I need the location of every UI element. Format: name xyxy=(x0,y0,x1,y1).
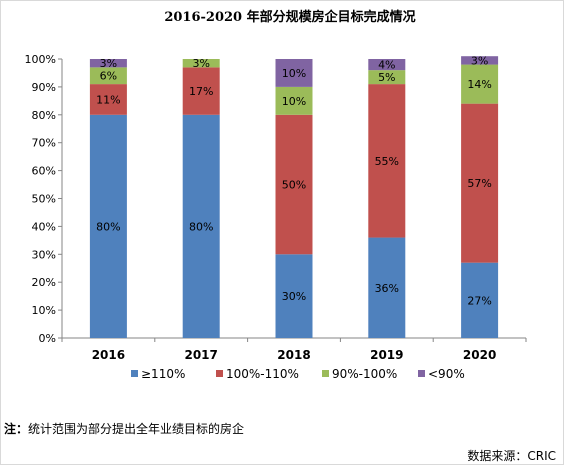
data-label: 10% xyxy=(282,95,306,108)
y-tick-label: 60% xyxy=(32,165,56,178)
bar-segment xyxy=(461,56,499,65)
bar-segment xyxy=(368,59,406,71)
data-label: 27% xyxy=(467,294,491,307)
legend: ≥110% 100%-110% 90%-100% <90% xyxy=(131,367,465,381)
x-tick-label: 2018 xyxy=(277,348,310,362)
data-label: 14% xyxy=(467,78,491,91)
data-label: 80% xyxy=(189,220,213,233)
y-tick-label: 30% xyxy=(32,248,56,261)
y-tick-label: 20% xyxy=(32,276,56,289)
y-tick-label: 50% xyxy=(32,193,56,206)
bar-segment xyxy=(89,59,127,68)
legend-label: <90% xyxy=(428,367,465,381)
y-tick-label: 80% xyxy=(32,109,56,122)
data-label: 3% xyxy=(471,54,488,67)
y-tick-label: 40% xyxy=(32,220,56,233)
data-label: 50% xyxy=(282,179,306,192)
bar-segment xyxy=(368,70,406,85)
y-tick-label: 10% xyxy=(32,304,56,317)
y-tick-label: 0% xyxy=(39,332,56,345)
data-label: 3% xyxy=(192,57,209,70)
bar-segment xyxy=(89,114,127,338)
data-label: 5% xyxy=(378,71,395,84)
data-label: 80% xyxy=(96,220,120,233)
x-tick-label: 2019 xyxy=(370,348,403,362)
x-tick-label: 2016 xyxy=(92,348,125,362)
plot-area: 0% 10% 20% 30% 40% 50% 60% 70% 80% 90% 100% 80% 11% 6… xyxy=(25,53,527,362)
bar-segment xyxy=(275,86,313,115)
bar-segment xyxy=(461,262,499,338)
bar-segment xyxy=(182,59,220,68)
source-note: 数据来源：CRIC xyxy=(467,449,556,463)
footnote: 注：统计范围为部分提出全年业绩目标的房企 xyxy=(4,420,244,437)
legend-swatch xyxy=(131,370,138,377)
legend-swatch xyxy=(322,370,329,377)
y-tick-label: 100% xyxy=(25,53,56,66)
legend-label: 100%-110% xyxy=(226,367,299,381)
y-tick-label: 70% xyxy=(32,137,56,150)
bar-segment xyxy=(182,114,220,338)
data-label: 10% xyxy=(282,67,306,80)
legend-swatch xyxy=(418,370,425,377)
legend-swatch xyxy=(216,370,223,377)
legend-label: 90%-100% xyxy=(332,367,397,381)
chart-title: 2016-2020 年部分规模房企目标完成情况 xyxy=(164,9,415,25)
bar-segment xyxy=(182,67,220,115)
bar-segment xyxy=(89,67,127,85)
data-label: 57% xyxy=(467,177,491,190)
footnote-label: 注： xyxy=(4,422,29,436)
data-label: 17% xyxy=(189,85,213,98)
data-label: 4% xyxy=(378,59,395,72)
data-label: 6% xyxy=(100,70,117,83)
bar-segment xyxy=(275,59,313,87)
data-label: 30% xyxy=(282,290,306,303)
bar-segment xyxy=(368,84,406,238)
data-label: 11% xyxy=(96,93,120,106)
bar-segment xyxy=(461,103,499,263)
y-tick-label: 90% xyxy=(32,81,56,94)
bar-segment xyxy=(461,64,499,104)
data-label: 36% xyxy=(375,282,399,295)
footnote-text: 统计范围为部分提出全年业绩目标的房企 xyxy=(28,422,245,436)
x-tick-label: 2017 xyxy=(184,348,217,362)
x-tick-label: 2020 xyxy=(463,348,496,362)
bar-segment xyxy=(275,254,313,338)
data-label: 55% xyxy=(375,155,399,168)
bar-segment xyxy=(275,114,313,255)
bar-segment xyxy=(368,237,406,338)
data-label: 3% xyxy=(100,57,117,70)
legend-label: ≥110% xyxy=(141,367,185,381)
bar-segment xyxy=(89,84,127,115)
